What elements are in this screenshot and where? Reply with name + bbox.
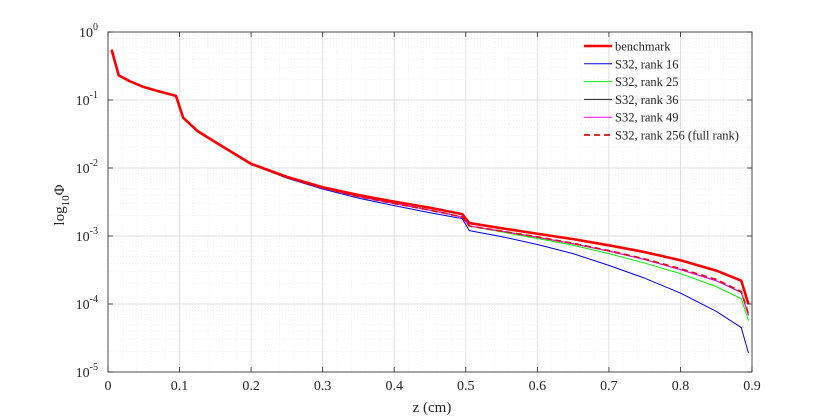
x-tick-label: 0 (105, 379, 112, 394)
legend-item: S32, rank 256 (full rank) (584, 129, 739, 143)
y-tick-label: 10-2 (76, 158, 98, 177)
legend-item: S32, rank 36 (584, 93, 679, 107)
legend-label: S32, rank 256 (full rank) (615, 129, 739, 143)
legend-item: benchmark (584, 40, 671, 54)
legend-label: benchmark (615, 40, 671, 54)
plot-area (107, 31, 753, 373)
legend-label: S32, rank 16 (615, 57, 679, 71)
series-line (110, 49, 750, 305)
x-tick-label: 0.2 (242, 379, 260, 394)
legend: benchmark S32, rank 16 S32, rank 25 S32, ra… (584, 40, 739, 143)
x-tick-label: 0.9 (743, 379, 761, 394)
x-tick-label: 0.6 (529, 379, 547, 394)
plot-frame (107, 31, 753, 373)
legend-label: S32, rank 25 (615, 75, 679, 89)
y-tick-label: 10-4 (76, 294, 98, 313)
y-tick-label: 10-5 (76, 362, 98, 381)
grid-layer (107, 31, 753, 373)
tick-layer (107, 31, 753, 373)
x-axis-title: z (cm) (413, 400, 452, 416)
x-tick-label: 0.3 (314, 379, 332, 394)
series-layer (110, 49, 750, 354)
y-tick-labels: 100 10-1 10-2 10-3 10-4 10-5 (76, 22, 98, 381)
y-axis-title: log10Φ (52, 184, 72, 225)
legend-item: S32, rank 25 (584, 75, 679, 89)
y-tick-label: 10-1 (76, 90, 98, 109)
x-tick-label: 0.8 (672, 379, 690, 394)
legend-item: S32, rank 49 (584, 111, 679, 125)
x-tick-labels: 0 0.1 0.2 0.3 0.4 0.5 0.6 0.7 0.8 0.9 (105, 379, 761, 394)
x-tick-label: 0.4 (385, 379, 403, 394)
x-tick-label: 0.5 (457, 379, 475, 394)
legend-item: S32, rank 16 (584, 57, 679, 71)
x-tick-label: 0.1 (171, 379, 189, 394)
legend-label: S32, rank 49 (615, 111, 679, 125)
x-tick-label: 0.7 (600, 379, 618, 394)
y-tick-label: 100 (79, 22, 98, 41)
legend-label: S32, rank 36 (615, 93, 679, 107)
y-tick-label: 10-3 (76, 226, 98, 245)
